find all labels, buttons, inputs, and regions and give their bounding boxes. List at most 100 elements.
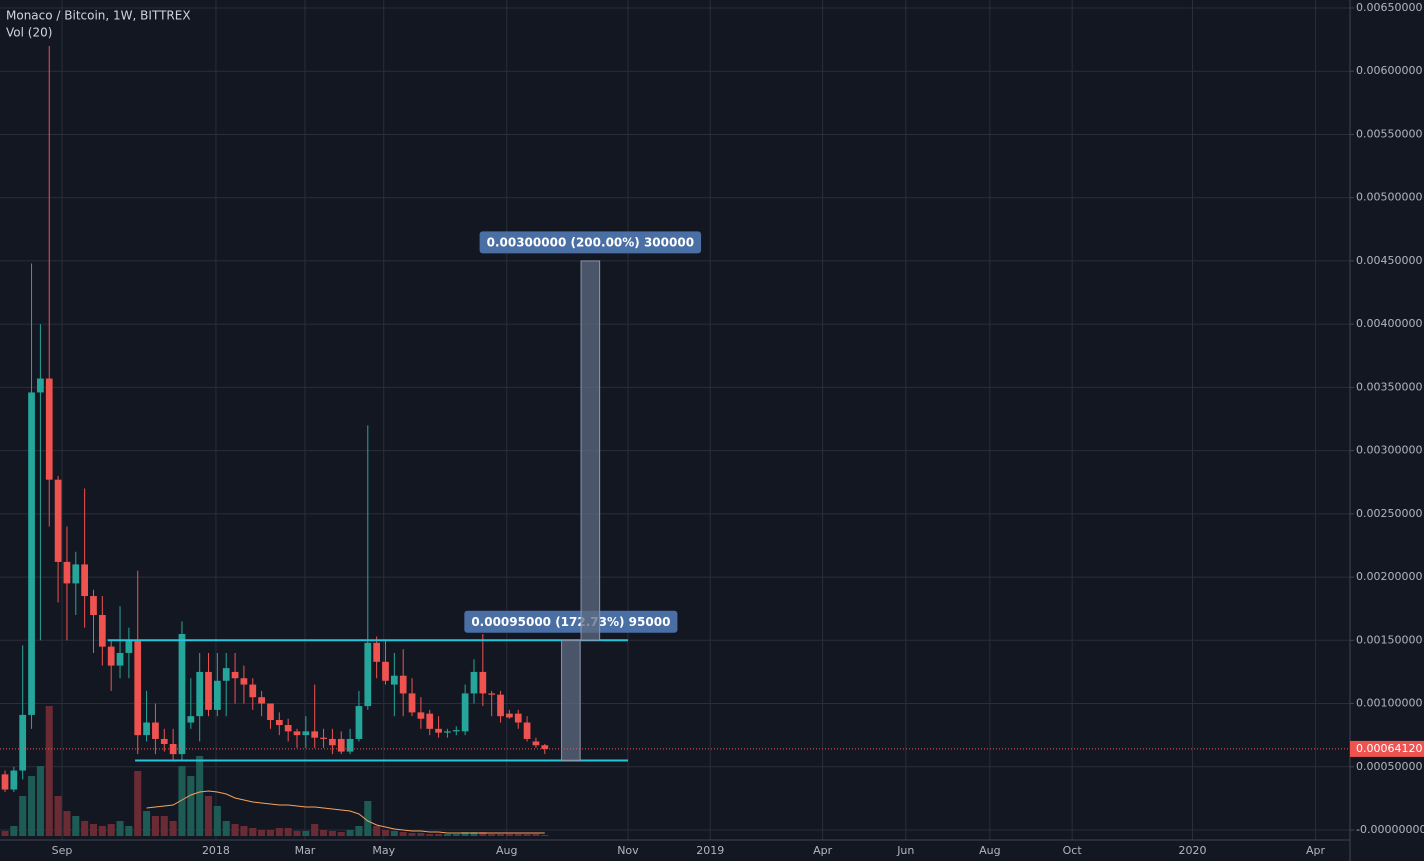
volume-bar: [249, 828, 257, 836]
candle-body: [125, 640, 133, 653]
volume-bar: [417, 833, 425, 836]
x-tick-label: Aug: [979, 844, 1000, 857]
candle-body: [178, 633, 186, 755]
candle-body: [382, 661, 389, 681]
volume-bar: [302, 831, 310, 836]
candle-body: [240, 678, 248, 685]
volume-bar: [408, 833, 416, 836]
candle-body: [532, 741, 540, 746]
volume-bar: [399, 832, 407, 836]
candle-body: [249, 684, 257, 698]
x-tick-label: 2018: [202, 844, 230, 857]
candle-body: [302, 731, 310, 736]
volume-bar: [346, 830, 354, 836]
candle-body: [28, 392, 35, 715]
volume-bar: [213, 806, 221, 836]
volume-bar: [178, 766, 186, 836]
candle-body: [72, 564, 80, 584]
volume-bar: [390, 831, 398, 836]
volume-bar: [311, 824, 319, 836]
candle-body: [337, 738, 345, 752]
candle-body: [426, 713, 434, 729]
candle-body: [514, 713, 522, 723]
volume-bar: [355, 826, 363, 836]
y-tick-label: 0.00600000: [1356, 64, 1422, 77]
candle-body: [435, 728, 442, 733]
volume-bar: [89, 824, 98, 836]
candle-body: [390, 675, 398, 685]
volume-bar: [116, 821, 124, 836]
last-price-tag: [1350, 740, 1424, 757]
x-tick-label: May: [372, 844, 395, 857]
y-tick-label: 0.00350000: [1356, 380, 1422, 393]
volume-bar: [134, 771, 142, 836]
x-tick-label: Sep: [52, 844, 73, 857]
candle-body: [284, 725, 292, 732]
measure-box: [580, 260, 601, 641]
volume-bar: [151, 816, 159, 836]
volume-bar: [63, 811, 71, 836]
measure-label: 0.00095000 (172.73%) 95000: [471, 615, 670, 629]
x-tick-label: Apr: [813, 844, 833, 857]
y-tick-label: 0.00650000: [1356, 1, 1422, 14]
y-tick-label: 0.00150000: [1356, 633, 1422, 646]
candle-body: [116, 652, 124, 666]
y-tick-label: 0.00500000: [1356, 191, 1422, 204]
volume-bar: [258, 830, 266, 836]
volume-bar: [470, 832, 478, 836]
volume-bar: [426, 834, 434, 836]
volume-bar: [373, 826, 381, 836]
volume-bar: [275, 828, 283, 836]
candle-body: [231, 671, 239, 679]
candle-body: [497, 694, 504, 717]
indicator-label: Vol (20): [6, 26, 52, 40]
volume-bar: [169, 821, 177, 836]
candle-body: [143, 722, 150, 736]
candle-body: [346, 738, 354, 752]
candle-body: [452, 730, 460, 732]
volume-bar: [160, 816, 168, 836]
volume-bar: [19, 796, 27, 836]
volume-bar: [1, 831, 9, 836]
y-tick-label: 0.00450000: [1356, 254, 1422, 267]
candle-body: [134, 640, 142, 736]
volume-bar: [328, 831, 336, 836]
volume-ma: [146, 790, 545, 834]
volume-bar: [222, 821, 230, 836]
volume-bar: [72, 816, 80, 836]
volume-bar: [514, 834, 522, 836]
volume-bar: [320, 830, 328, 836]
y-tick-label: 0.00100000: [1356, 697, 1422, 710]
volume-bar: [381, 830, 390, 836]
volume-bar: [452, 834, 460, 836]
volume-bar: [204, 796, 213, 836]
candle-body: [187, 716, 195, 723]
y-tick-label: 0.00200000: [1356, 570, 1422, 583]
candle-body: [222, 668, 230, 681]
candle-body: [169, 744, 177, 755]
candle-body: [320, 737, 327, 739]
candle-body: [196, 671, 204, 717]
candle-body: [488, 693, 496, 695]
candle-body: [541, 745, 549, 749]
volume-bar: [10, 826, 18, 836]
volume-bar: [284, 828, 292, 836]
volume-bar: [435, 834, 443, 836]
candle-body: [267, 703, 274, 720]
volume-bar: [45, 706, 53, 836]
y-tick-label: 0.00300000: [1356, 444, 1422, 457]
measure-label-bg: [464, 610, 678, 633]
volume-bar: [196, 756, 204, 836]
candle-body: [355, 706, 363, 739]
volume-bar: [523, 834, 531, 836]
volume-bar: [505, 834, 513, 836]
candle-body: [417, 712, 425, 719]
volume-bar: [125, 826, 133, 836]
x-tick-label: Nov: [617, 844, 639, 857]
candle-body: [311, 731, 319, 738]
volume-bar: [54, 796, 62, 836]
candle-body: [63, 561, 71, 584]
candle-body: [461, 693, 469, 732]
volume-bar: [461, 832, 469, 836]
candle-body: [90, 596, 97, 616]
